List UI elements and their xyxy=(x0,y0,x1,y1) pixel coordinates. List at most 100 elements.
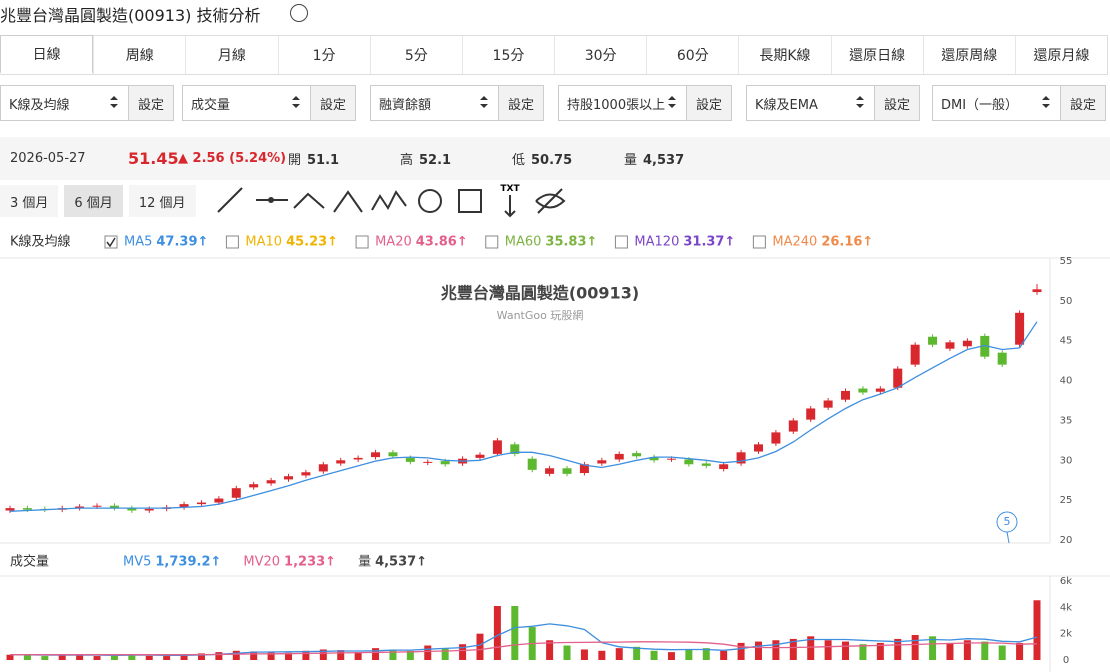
period-tab[interactable]: 60分 xyxy=(646,36,739,74)
tool-hide[interactable] xyxy=(535,188,566,214)
legend-checkbox[interactable] xyxy=(225,235,239,249)
candle-body xyxy=(893,368,903,388)
tool-angle[interactable] xyxy=(293,192,325,209)
tool-line[interactable] xyxy=(217,187,243,213)
period-tab[interactable]: 還原日線 xyxy=(830,36,923,74)
selector-dropdown[interactable]: K線及EMA xyxy=(747,86,874,120)
volume-bar xyxy=(493,606,501,660)
tool-abcd[interactable] xyxy=(371,190,407,211)
quote-change: ▲ 2.56 (5.24%) xyxy=(178,151,287,166)
settings-button[interactable]: 設定 xyxy=(686,86,731,120)
period-tab[interactable]: 5分 xyxy=(369,36,462,74)
legend-name: 量 xyxy=(358,555,371,570)
legend-checkbox[interactable] xyxy=(752,235,766,249)
candle-body xyxy=(475,454,485,458)
period-tab[interactable]: 1分 xyxy=(277,36,370,74)
y-tick-label: 4k xyxy=(1060,602,1072,613)
volume-bar xyxy=(23,655,31,660)
legend-value: 1,739.2↑ xyxy=(155,555,221,570)
selector-dropdown[interactable]: K線及均線 xyxy=(1,86,128,120)
tool-abc[interactable] xyxy=(333,190,363,213)
ma-line xyxy=(9,321,1038,512)
candle-body xyxy=(823,400,833,408)
candle-body xyxy=(1015,312,1025,345)
candle-body xyxy=(858,388,868,393)
candle-body xyxy=(579,464,589,474)
selector-dropdown[interactable]: 持股1000張以上 xyxy=(559,86,686,120)
period-tab[interactable]: 30分 xyxy=(554,36,647,74)
candle-body xyxy=(527,458,537,470)
y-tick-label: 40 xyxy=(1060,376,1073,387)
period-tab[interactable]: 長期K線 xyxy=(738,36,831,74)
candle-body xyxy=(214,498,224,503)
candle-body xyxy=(562,468,572,474)
candle-body xyxy=(144,508,154,511)
volume-bar xyxy=(1016,642,1024,660)
legend-name: MV5 xyxy=(123,555,151,570)
candle-body xyxy=(545,468,555,474)
volume-bar xyxy=(250,651,258,660)
tool-text[interactable]: TXT xyxy=(500,184,520,194)
volume-bar xyxy=(563,645,571,660)
quote-field: 低 50.75 xyxy=(512,149,624,168)
indicator-selectors: K線及均線 設定 成交量 設定 融資餘額 設定 持股1000張以上 設定 K線及EMA 設定 DMI… xyxy=(0,85,1110,121)
volume-bar xyxy=(824,640,832,660)
help-icon[interactable] xyxy=(290,4,308,22)
candle-body xyxy=(632,453,642,457)
period-tab[interactable]: 15分 xyxy=(461,36,555,74)
period-tab[interactable]: 月線 xyxy=(185,36,278,74)
tool-circle[interactable] xyxy=(418,189,442,213)
selector-dropdown[interactable]: 成交量 xyxy=(183,86,310,120)
y-tick-label: 45 xyxy=(1060,336,1073,347)
candle-body xyxy=(1032,289,1042,293)
volume-bar xyxy=(1033,600,1041,660)
volume-bar xyxy=(615,648,623,660)
legend-checkbox[interactable] xyxy=(355,235,369,249)
quote-field-value: 50.75 xyxy=(531,153,573,168)
selector: 持股1000張以上 設定 xyxy=(558,85,732,121)
volume-bar xyxy=(633,646,641,660)
selector-dropdown[interactable]: 融資餘額 xyxy=(371,86,498,120)
volume-bar xyxy=(946,642,954,660)
legend-checkbox[interactable] xyxy=(104,235,118,249)
settings-button[interactable]: 設定 xyxy=(1060,86,1105,120)
legend-value: 47.39↑ xyxy=(156,235,208,250)
volume-bar xyxy=(876,642,884,660)
volume-bar xyxy=(354,652,362,660)
volume-bar xyxy=(720,650,728,660)
settings-button[interactable]: 設定 xyxy=(310,86,355,120)
volume-bar xyxy=(76,654,84,660)
legend-value: 35.83↑ xyxy=(545,235,597,250)
legend-checkbox[interactable] xyxy=(485,235,499,249)
mv-line xyxy=(10,641,1038,656)
volume-bar xyxy=(215,652,223,660)
volume-bar xyxy=(842,641,850,660)
legend-name: MA120 xyxy=(634,235,679,250)
selector-dropdown[interactable]: DMI（一般） xyxy=(933,86,1060,120)
tool-hline[interactable] xyxy=(256,197,288,203)
settings-button[interactable]: 設定 xyxy=(874,86,919,120)
y-tick-label: 25 xyxy=(1060,495,1073,506)
charts: K線及均線 MA5 47.39↑ MA10 45.23↑ MA20 43.86↑ MA60 35… xyxy=(0,234,1110,672)
quote-price: 51.45 xyxy=(128,149,179,168)
annotation-marker[interactable] xyxy=(996,511,1018,533)
tool-rect[interactable] xyxy=(458,189,482,213)
volume-bar xyxy=(319,649,327,660)
settings-button[interactable]: 設定 xyxy=(498,86,543,120)
period-tab[interactable]: 日線 xyxy=(0,35,94,74)
period-tab[interactable]: 還原周線 xyxy=(922,36,1015,74)
period-tab[interactable]: 周線 xyxy=(93,36,186,74)
range-button[interactable]: 12 個月 xyxy=(128,185,196,217)
quote-field: 高 52.1 xyxy=(400,149,512,168)
period-tab[interactable]: 還原月線 xyxy=(1014,36,1108,74)
settings-button[interactable]: 設定 xyxy=(128,86,173,120)
volume-bar xyxy=(267,652,275,660)
range-button[interactable]: 3 個月 xyxy=(0,185,59,217)
candle-body xyxy=(962,340,972,347)
legend-name: MV20 xyxy=(243,555,280,570)
candle-body xyxy=(405,457,415,462)
range-button[interactable]: 6 個月 xyxy=(64,185,123,217)
legend-checkbox[interactable] xyxy=(614,235,628,249)
volume-bar xyxy=(406,650,414,660)
period-tabs: 日線 周線 月線 1分 5分 15分 30分 60分 長期K線 還原日線 還原周線 還原月線 xyxy=(0,35,1108,75)
